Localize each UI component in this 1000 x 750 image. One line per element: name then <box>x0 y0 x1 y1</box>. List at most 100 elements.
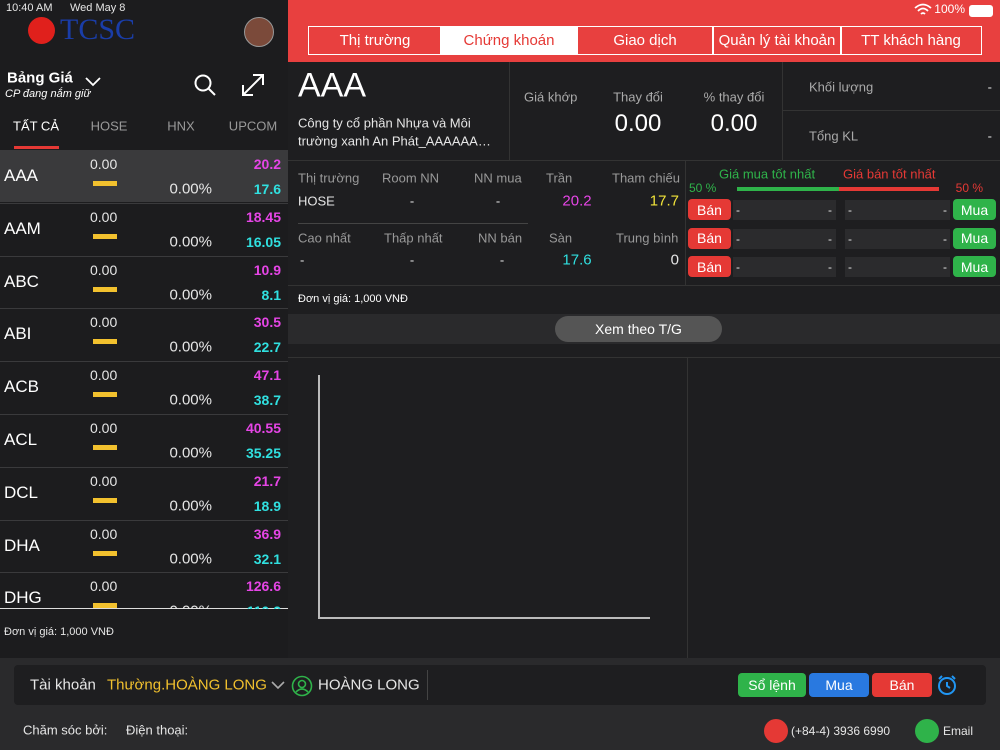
info-value: - <box>495 193 501 209</box>
nav-tab[interactable]: Chứng khoán <box>440 26 578 55</box>
ask-volume: - <box>943 231 947 246</box>
bid-title: Giá mua tốt nhất <box>719 166 816 182</box>
price-percent: 0.00% <box>169 391 212 409</box>
change-bar <box>93 233 117 239</box>
floor-price: 18.9 <box>253 497 281 514</box>
sell-button[interactable]: Bán <box>688 256 731 277</box>
company-name: trường xanh An Phát_AAAAAA… <box>298 133 491 149</box>
selected-row-bg <box>0 150 288 202</box>
nav-tab[interactable]: Quản lý tài khoản <box>712 26 842 55</box>
divider <box>782 62 783 160</box>
row-separator <box>0 202 288 204</box>
row-separator <box>0 519 288 521</box>
price-change: 0.00 <box>90 525 118 542</box>
battery-icon <box>969 5 993 17</box>
ask-bar <box>839 187 939 191</box>
row-separator <box>0 361 288 363</box>
divider <box>427 670 428 700</box>
market-tab[interactable]: TẤT CẢ <box>13 118 59 134</box>
nav-tab[interactable]: TT khách hàng <box>840 26 982 55</box>
row-separator <box>0 308 288 310</box>
floor-price: 35.25 <box>245 445 281 461</box>
info-value: - <box>499 252 505 268</box>
ask-cell <box>845 257 950 277</box>
info-value: - <box>409 252 415 268</box>
info-label: Thị trường <box>298 170 360 186</box>
email-icon[interactable] <box>915 719 939 743</box>
company-name: Công ty cổ phần Nhựa và Môi <box>298 115 471 131</box>
ask-title: Giá bán tốt nhất <box>843 166 936 182</box>
expand-icon[interactable] <box>240 72 266 98</box>
change-label: Thay đổi <box>613 89 663 105</box>
market-tab[interactable]: HOSE <box>90 118 128 134</box>
market-tab[interactable]: UPCOM <box>228 118 278 134</box>
view-by-time-button[interactable]: Xem theo T/G <box>555 316 722 342</box>
buy-button[interactable]: Mua <box>953 227 996 249</box>
stock-symbol[interactable]: DHA <box>4 535 40 555</box>
floor-price: 38.7 <box>253 392 281 409</box>
stock-symbol[interactable]: ABI <box>4 324 32 344</box>
search-icon[interactable] <box>192 72 218 98</box>
phone-icon[interactable] <box>764 719 788 743</box>
divider <box>685 160 686 285</box>
dropdown-chevron[interactable] <box>84 74 102 88</box>
nav-tab[interactable]: Giao dịch <box>576 26 714 55</box>
chart-axis <box>318 375 320 618</box>
floor-price: 32.1 <box>253 550 281 567</box>
info-label: Thấp nhất <box>384 230 443 246</box>
price-change: 0.00 <box>90 314 118 331</box>
sell-button[interactable]: Bán <box>688 199 731 220</box>
divider <box>782 110 1000 111</box>
main-panel <box>288 62 1000 658</box>
stock-symbol[interactable]: ABC <box>4 271 39 291</box>
sell-button[interactable]: Bán <box>688 227 731 249</box>
info-label: Room NN <box>382 170 440 186</box>
buy-button[interactable]: Mua <box>953 199 996 220</box>
match-price-label: Giá khớp <box>524 89 578 105</box>
wifi-icon <box>914 3 932 15</box>
bid-price: - <box>736 231 740 246</box>
account-chevron[interactable] <box>270 679 286 691</box>
avatar[interactable] <box>244 17 274 47</box>
bid-volume: - <box>828 203 832 217</box>
list-cover <box>0 609 288 658</box>
price-percent: 0.00% <box>169 497 212 515</box>
price-percent: 0.00% <box>169 444 212 462</box>
divider <box>509 62 510 160</box>
account-type[interactable]: Thường.HOÀNG LONG <box>107 676 267 694</box>
market-tab[interactable]: HNX <box>167 118 195 134</box>
info-value: - <box>409 193 415 209</box>
price-percent: 0.00% <box>169 180 212 198</box>
status-date: Wed May 8 <box>70 2 126 14</box>
divider <box>288 285 1000 286</box>
bid-cell <box>733 200 836 220</box>
hotline[interactable]: (+84-4) 3936 6990 <box>791 724 891 738</box>
care-label: Chăm sóc bởi: <box>23 722 108 738</box>
action-button[interactable]: Bán <box>872 673 932 697</box>
stock-symbol[interactable]: AAA <box>4 166 39 185</box>
sidebar-title: Bảng Giá <box>7 69 73 87</box>
stock-symbol[interactable]: DCL <box>4 482 39 502</box>
price-unit: Đơn vị giá: 1,000 VNĐ <box>4 626 114 638</box>
divider <box>288 357 1000 358</box>
ceiling-price: 21.7 <box>253 472 281 489</box>
nav-tab[interactable]: Thị trường <box>308 26 442 55</box>
info-label: NN bán <box>478 230 523 246</box>
email-link[interactable]: Email <box>943 724 974 738</box>
account-name: HOÀNG LONG <box>318 676 420 694</box>
ceiling-price: 126.6 <box>245 578 281 595</box>
buy-button[interactable]: Mua <box>953 256 996 277</box>
floor-price: 17.6 <box>253 181 281 197</box>
user-icon <box>291 675 313 697</box>
alarm-icon[interactable] <box>936 674 958 696</box>
price-change: 0.00 <box>90 367 118 384</box>
sidebar <box>0 0 288 658</box>
stock-symbol[interactable]: ACB <box>4 377 39 397</box>
stock-symbol[interactable]: DHG <box>4 588 42 608</box>
stock-symbol[interactable]: AAM <box>4 218 41 238</box>
action-button[interactable]: Mua <box>809 673 869 697</box>
stock-symbol[interactable]: ACL <box>4 430 38 449</box>
action-button[interactable]: Sổ lệnh <box>738 673 806 697</box>
info-label: Trần <box>546 170 573 186</box>
divider <box>298 223 528 224</box>
